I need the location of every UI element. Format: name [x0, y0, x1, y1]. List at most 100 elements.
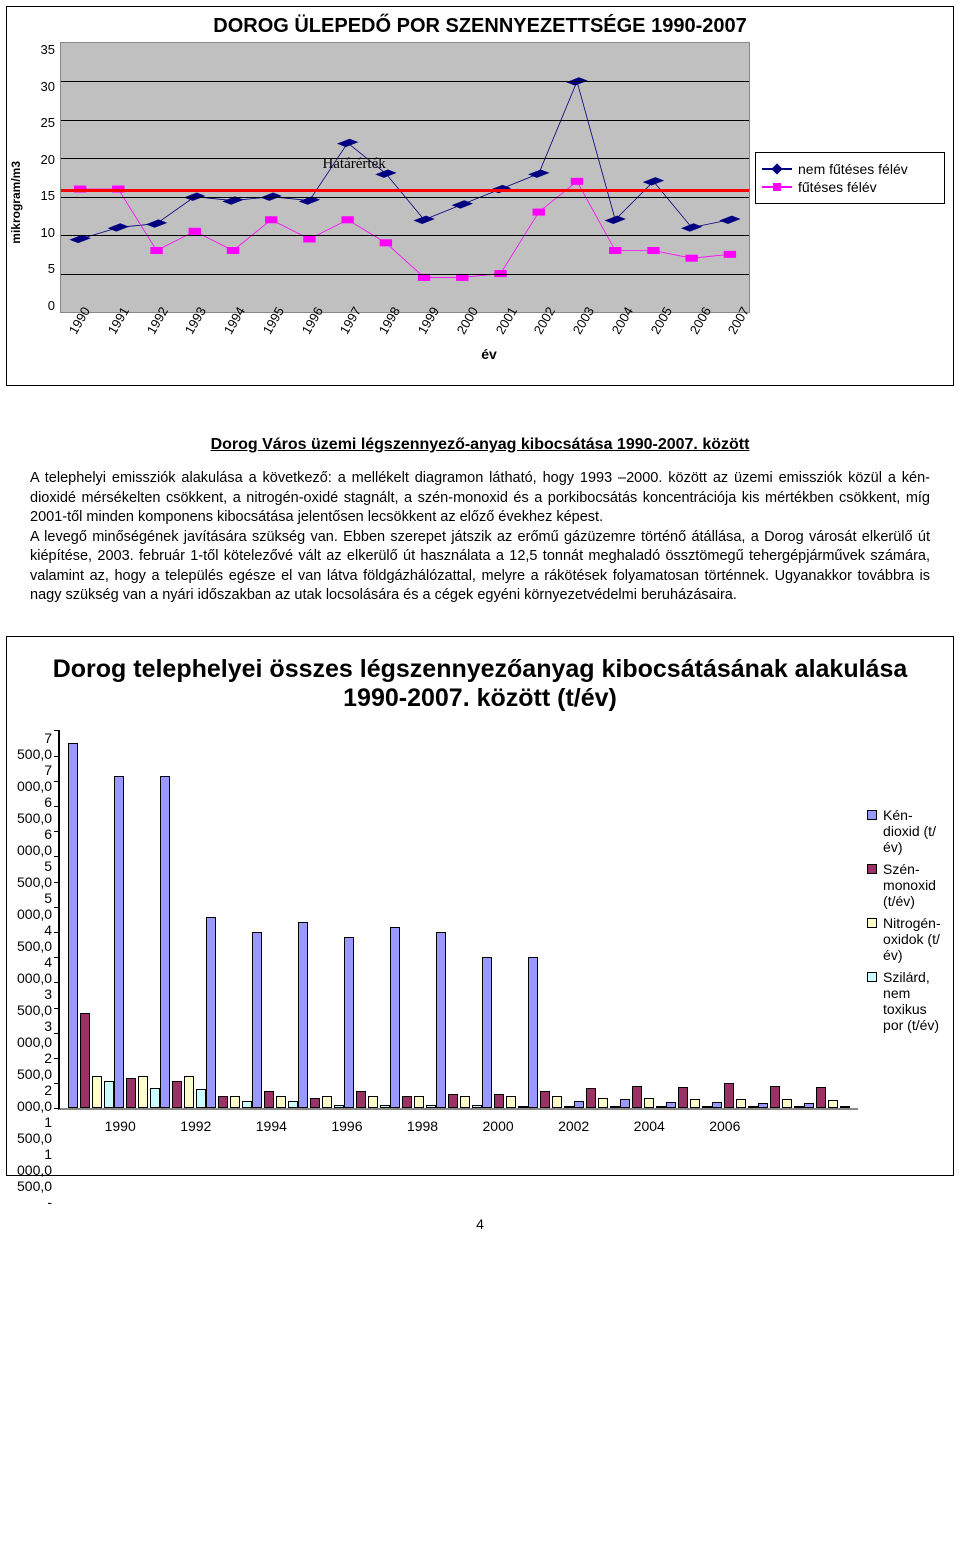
bar-group [712, 730, 758, 1108]
bar [644, 1098, 654, 1108]
chart1-title: DOROG ÜLEPEDŐ POR SZENNYEZETTSÉGE 1990-2… [7, 7, 953, 42]
body-text: A telephelyi emissziók alakulása a követ… [30, 469, 930, 606]
bar [206, 917, 216, 1109]
bar [114, 776, 124, 1109]
legend-color-box [867, 972, 877, 982]
bar [288, 1101, 298, 1108]
bar [736, 1099, 746, 1108]
legend-label: Kén-dioxid (t/év) [883, 807, 941, 855]
legend-item: Szén-monoxid (t/év) [867, 861, 941, 909]
legend-item: Szilárd, nem toxikus por (t/év) [867, 969, 941, 1033]
bar [356, 1091, 366, 1109]
diamond-marker-icon [762, 168, 792, 170]
bar [702, 1106, 712, 1108]
bar [770, 1086, 780, 1109]
bar [426, 1105, 436, 1108]
bar-group [160, 730, 206, 1108]
bar [506, 1096, 516, 1109]
legend-color-box [867, 918, 877, 928]
bar-group [482, 730, 528, 1108]
chart2-y-ticks: 7 500,07 000,06 500,06 000,05 500,05 000… [17, 730, 58, 1110]
bar [620, 1099, 630, 1108]
bar [68, 743, 78, 1108]
bar [564, 1106, 574, 1109]
bar [436, 932, 446, 1108]
bar [482, 957, 492, 1108]
bar [322, 1096, 332, 1109]
bar [310, 1098, 320, 1108]
bar [448, 1094, 458, 1108]
chart1-y-ticks: 35302520151050 [25, 42, 60, 313]
square-marker-icon [762, 186, 792, 188]
dust-pollution-chart: DOROG ÜLEPEDŐ POR SZENNYEZETTSÉGE 1990-2… [6, 6, 954, 386]
bar-group [390, 730, 436, 1108]
bar [690, 1099, 700, 1108]
bar [390, 927, 400, 1108]
bar [666, 1102, 676, 1108]
chart1-area: mikrogram/m3 35302520151050 Határérték n… [7, 42, 953, 362]
legend-color-box [867, 864, 877, 874]
bar-group [758, 730, 804, 1108]
bar-group [206, 730, 252, 1108]
bar [172, 1081, 182, 1109]
bar [276, 1096, 286, 1109]
bar [816, 1087, 826, 1108]
chart1-x-ticks: 1990199119921993199419951996199719981999… [60, 313, 758, 328]
bar [150, 1088, 160, 1108]
bar [80, 1013, 90, 1109]
bar [540, 1091, 550, 1109]
chart2-x-ticks: 199019921994199619982000200220042006 [87, 1118, 758, 1134]
bar [414, 1096, 424, 1109]
bar [758, 1103, 768, 1108]
bar [184, 1076, 194, 1109]
bar [380, 1105, 390, 1108]
chart1-legend: nem fűtéses félév fűtéses félév [755, 152, 945, 204]
legend-item: Kén-dioxid (t/év) [867, 807, 941, 855]
bar [782, 1099, 792, 1108]
chart2-area: 7 500,07 000,06 500,06 000,05 500,05 000… [17, 730, 943, 1110]
emissions-bar-chart: Dorog telephelyei összes légszennyezőany… [6, 636, 954, 1176]
bar-group [344, 730, 390, 1108]
bar [298, 922, 308, 1108]
chart2-title: Dorog telephelyei összes légszennyezőany… [17, 647, 943, 731]
bar [610, 1106, 620, 1108]
legend-item: Nitrogén-oxidok (t/év) [867, 915, 941, 963]
bar-group [436, 730, 482, 1108]
bar [828, 1100, 838, 1108]
page-number: 4 [0, 1196, 960, 1252]
bar [252, 932, 262, 1108]
chart1-x-label: év [25, 346, 953, 362]
bar [344, 937, 354, 1108]
bar-group [666, 730, 712, 1108]
bar [138, 1076, 148, 1109]
bar [632, 1086, 642, 1109]
bar [494, 1094, 504, 1108]
chart1-svg [61, 43, 749, 312]
bar [104, 1081, 114, 1109]
bar [598, 1098, 608, 1108]
bar [264, 1091, 274, 1109]
chart2-plot [58, 730, 858, 1110]
bar [552, 1096, 562, 1109]
bar [656, 1106, 666, 1108]
legend-item-non-heating: nem fűtéses félév [762, 161, 938, 177]
text-section: Dorog Város üzemi légszennyező-anyag kib… [0, 406, 960, 616]
bar [160, 776, 170, 1109]
bar [218, 1096, 228, 1109]
bar-group [574, 730, 620, 1108]
chart1-y-label: mikrogram/m3 [7, 161, 25, 244]
bar-group [114, 730, 160, 1108]
bar-group [68, 730, 114, 1108]
bar [518, 1106, 528, 1109]
chart1-plot: Határérték [60, 42, 750, 313]
bar [804, 1103, 814, 1108]
bar-group [620, 730, 666, 1108]
bar [126, 1078, 136, 1108]
bar [528, 957, 538, 1108]
bar [840, 1106, 850, 1108]
bar [712, 1102, 722, 1108]
bar [334, 1105, 344, 1108]
legend-label: nem fűtéses félév [798, 161, 908, 177]
bar [230, 1096, 240, 1109]
bar [196, 1089, 206, 1108]
